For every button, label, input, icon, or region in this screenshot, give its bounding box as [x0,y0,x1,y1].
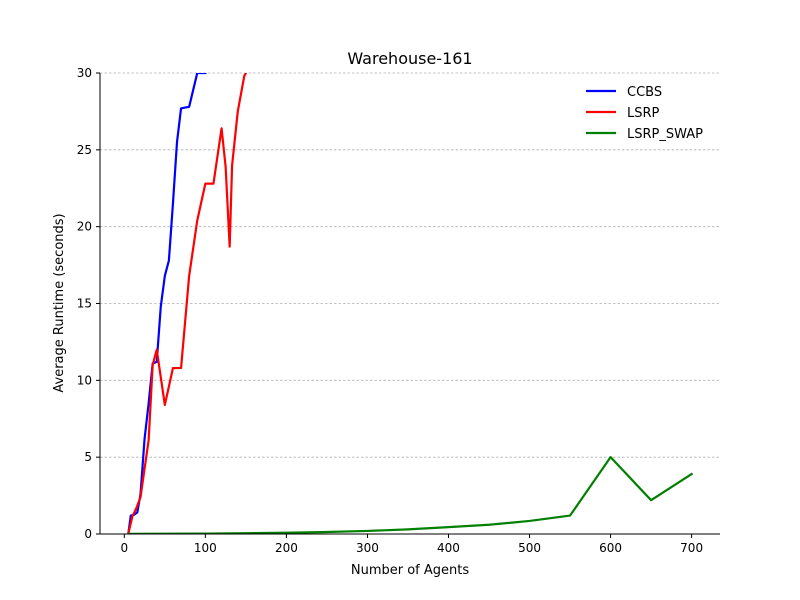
y-tick-label: 15 [77,297,92,311]
series-line-lsrp [127,73,248,534]
legend-label: CCBS [627,85,662,100]
y-tick-label: 5 [84,450,92,464]
series-line-ccbs [127,73,207,534]
x-tick-label: 700 [680,541,703,555]
x-tick-label: 0 [120,541,128,555]
series-line-lsrp-swap [127,456,694,534]
x-tick-label: 100 [194,541,217,555]
series-lines [127,73,694,534]
legend-label: LSRP_SWAP [627,127,703,142]
x-tick-label: 600 [599,541,622,555]
chart-title: Warehouse-161 [347,49,472,68]
x-axis-label: Number of Agents [351,563,469,578]
x-tick-label: 300 [356,541,379,555]
x-tick-label: 400 [437,541,460,555]
x-tick-label: 500 [518,541,541,555]
y-axis-label: Average Runtime (seconds) [52,213,67,392]
axes: 0 100 200 300 400 500 600 700 0 5 10 15 20 25 30 [77,66,720,555]
legend-label: LSRP [627,106,660,121]
y-tick-label: 30 [77,66,92,80]
y-tick-label: 25 [77,143,92,157]
y-tick-label: 10 [77,373,92,387]
x-tick-label: 200 [275,541,298,555]
y-tick-label: 20 [77,220,92,234]
legend: CCBS LSRP LSRP_SWAP [586,85,703,142]
y-tick-label: 0 [84,527,92,541]
